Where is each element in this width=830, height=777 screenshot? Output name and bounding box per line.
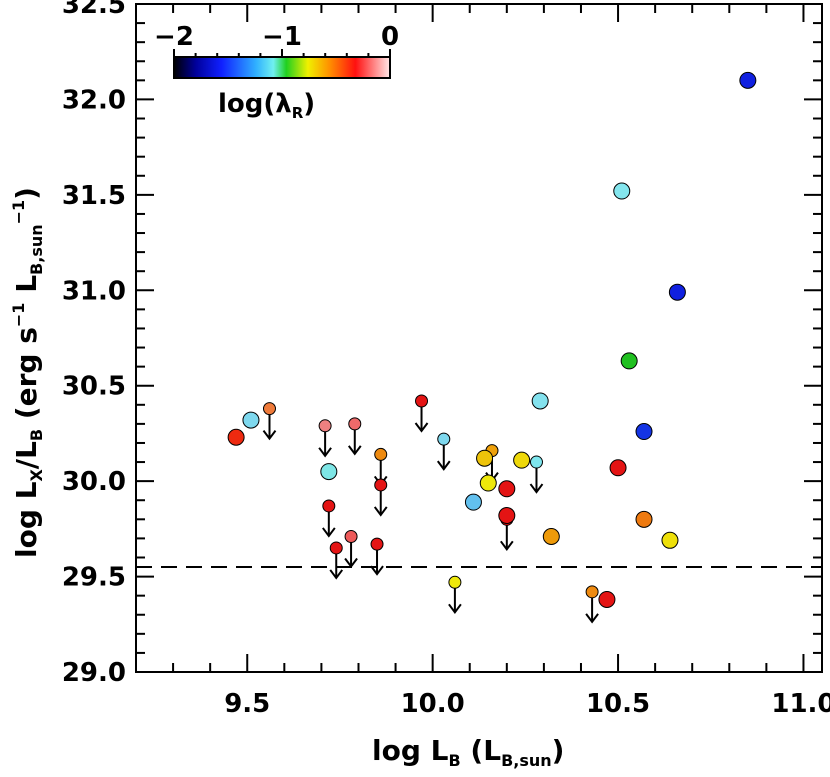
detection-point [739, 71, 757, 89]
upper-limit-marker [585, 585, 599, 599]
upper-limit-arrow-head [347, 445, 362, 456]
upper-limit-point [347, 417, 362, 456]
y-tick-label: 31.0 [62, 276, 126, 306]
upper-limit-point [529, 455, 544, 494]
x-tick-label: 9.5 [224, 689, 270, 719]
upper-limit-marker [374, 447, 388, 461]
detection-point [320, 463, 338, 481]
upper-limit-point [262, 402, 277, 441]
upper-limit-point [436, 432, 451, 471]
upper-limit-arrow-head [414, 422, 429, 433]
colorbar-tick-label: −2 [154, 22, 194, 52]
upper-limit-marker [348, 417, 362, 431]
upper-limit-marker [415, 394, 429, 408]
x-tick-label: 11.0 [771, 689, 830, 719]
detection-point [498, 506, 516, 524]
detection-point [542, 527, 560, 545]
upper-limit-point [344, 529, 358, 569]
colorbar: −2 −1 0 log(λR) [154, 22, 399, 122]
detection-point [479, 474, 497, 492]
upper-limit-point [370, 537, 384, 576]
colorbar-tick-label: 0 [381, 22, 399, 52]
upper-limit-point [322, 499, 336, 538]
upper-limit-arrow-head [329, 569, 344, 580]
colorbar-tick-label: −1 [262, 22, 302, 52]
detection-point [635, 510, 653, 528]
upper-limit-arrow-head [529, 483, 544, 494]
upper-limit-arrow-head [500, 540, 514, 551]
upper-limit-arrow-head [318, 447, 332, 458]
upper-limit-point [373, 478, 388, 517]
upper-limit-arrow-head [344, 557, 358, 569]
upper-limit-point [329, 541, 344, 580]
upper-limit-arrow-head [262, 430, 277, 441]
x-tick-label: 10.5 [586, 689, 650, 719]
detection-point [476, 449, 494, 467]
upper-limit-arrow-head [322, 527, 336, 538]
upper-limit-marker [262, 402, 276, 416]
y-tick-label: 32.0 [62, 85, 126, 115]
upper-limit-marker [448, 575, 462, 589]
detection-point [531, 392, 549, 410]
colorbar-title: log(λR) [218, 89, 315, 122]
detection-point [464, 493, 482, 511]
upper-limit-arrow-head [370, 565, 384, 576]
detection-point [227, 428, 245, 446]
y-tick-label: 29.0 [62, 658, 126, 688]
data-points [227, 71, 757, 624]
detection-point [609, 459, 627, 477]
y-tick-label: 29.5 [62, 563, 126, 593]
upper-limit-arrow-head [436, 460, 451, 471]
plot-frame [135, 3, 823, 673]
upper-limit-marker [329, 541, 343, 555]
upper-limit-point [585, 585, 599, 624]
x-tick-label: 10.0 [401, 689, 465, 719]
detection-point [668, 283, 686, 301]
detection-point [242, 411, 260, 429]
y-tick-label: 31.5 [62, 181, 126, 211]
detection-point [635, 423, 653, 441]
upper-limit-marker [374, 478, 388, 492]
detection-point [661, 531, 679, 549]
detection-point [513, 451, 531, 469]
upper-limit-marker [322, 499, 336, 513]
upper-limit-marker [437, 432, 451, 446]
upper-limit-point [448, 575, 462, 614]
upper-limit-arrow-head [585, 613, 599, 624]
upper-limit-arrow-head [373, 506, 388, 517]
y-tick-label: 30.0 [62, 467, 126, 497]
colorbar-ticks: −2 −1 0 [154, 22, 399, 57]
colorbar-gradient [173, 56, 391, 79]
upper-limit-marker [318, 419, 332, 433]
y-tick-label: 32.5 [62, 0, 126, 20]
detection-point [498, 480, 516, 498]
upper-limit-marker [529, 455, 543, 469]
y-axis-title: log LX/LB (erg s−1 LB,sun−1) [9, 187, 46, 558]
detection-point [598, 590, 616, 608]
upper-limit-point [318, 419, 332, 458]
detection-point [620, 352, 638, 370]
upper-limit-marker [344, 529, 358, 543]
upper-limit-point [414, 394, 429, 433]
x-axis-title: log LB (LB,sun) [372, 734, 564, 770]
upper-limit-arrow-head [448, 603, 462, 614]
detection-point [613, 182, 631, 200]
axis-ticks: 9.5 10.0 10.5 11.0 29.0 29.5 30.0 30.5 31.0 31.5 3… [62, 0, 830, 719]
upper-limit-marker [370, 537, 384, 551]
y-tick-label: 30.5 [62, 372, 126, 402]
